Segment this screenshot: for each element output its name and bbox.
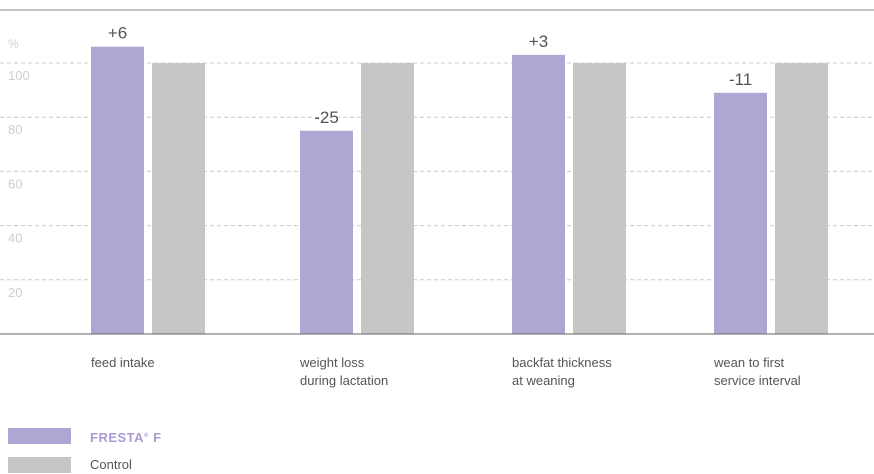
legend-swatch-fresta bbox=[8, 428, 71, 444]
bar-control bbox=[775, 63, 828, 334]
bar-fresta bbox=[300, 130, 353, 334]
legend-item-control: Control bbox=[8, 457, 308, 473]
y-tick-label: 20 bbox=[8, 285, 22, 300]
legend-label-control: Control bbox=[90, 457, 132, 472]
y-tick-label: 100 bbox=[8, 68, 30, 83]
brand-suffix: F bbox=[153, 430, 162, 445]
bar-control bbox=[573, 63, 626, 334]
bar-chart: % 20 40 60 80 100 +6 -25 +3 -11 feed intake weig… bbox=[0, 9, 874, 388]
y-tick-labels: 20 40 60 80 100 bbox=[8, 68, 30, 300]
x-tick-labels: feed intake weight loss during lactation ba… bbox=[91, 355, 801, 388]
x-tick-label: feed intake bbox=[91, 355, 155, 370]
x-tick-label: during lactation bbox=[300, 373, 388, 388]
registered-mark: ® bbox=[144, 433, 149, 439]
legend-item-fresta: FRESTA® F bbox=[8, 428, 308, 446]
legend-label-fresta: FRESTA® F bbox=[90, 428, 162, 446]
x-tick-label: weight loss bbox=[299, 355, 365, 370]
x-tick-label: backfat thickness bbox=[512, 355, 612, 370]
bar-control bbox=[361, 63, 414, 334]
bar-fresta bbox=[714, 92, 767, 334]
data-label: +6 bbox=[108, 24, 127, 43]
bar-control bbox=[152, 63, 205, 334]
data-labels: +6 -25 +3 -11 bbox=[108, 24, 752, 127]
y-tick-label: 60 bbox=[8, 176, 22, 191]
x-tick-label: at weaning bbox=[512, 373, 575, 388]
y-tick-label: 80 bbox=[8, 122, 22, 137]
bars bbox=[91, 46, 828, 335]
x-tick-label: wean to first bbox=[713, 355, 784, 370]
data-label: +3 bbox=[529, 32, 548, 51]
legend-swatch-control bbox=[8, 457, 71, 473]
y-tick-label: 40 bbox=[8, 231, 22, 246]
y-axis-label: % bbox=[8, 37, 19, 51]
x-tick-label: service interval bbox=[714, 373, 801, 388]
data-label: -11 bbox=[729, 70, 752, 89]
brand-name: FRESTA bbox=[90, 430, 145, 445]
bar-fresta bbox=[91, 46, 144, 335]
data-label: -25 bbox=[314, 108, 339, 127]
bar-fresta bbox=[512, 54, 565, 335]
